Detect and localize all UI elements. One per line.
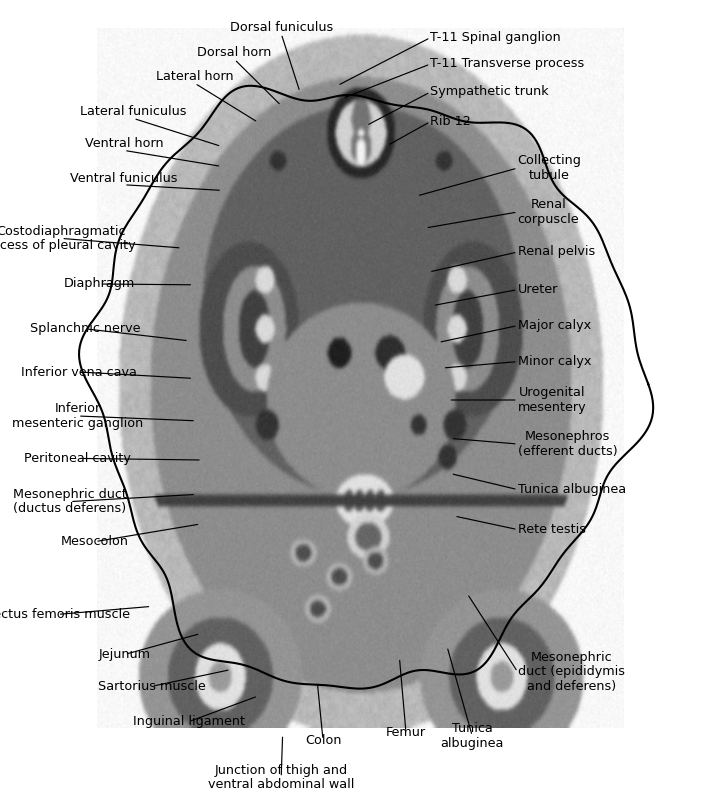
Text: T-11 Spinal ganglion: T-11 Spinal ganglion: [430, 31, 561, 44]
Text: Femur: Femur: [386, 726, 426, 738]
Text: Ventral funiculus: Ventral funiculus: [70, 172, 178, 185]
Text: Rib 12: Rib 12: [430, 115, 472, 128]
Text: Splanchnic nerve: Splanchnic nerve: [30, 322, 141, 335]
Text: Mesocolon: Mesocolon: [61, 535, 129, 548]
Text: Major calyx: Major calyx: [518, 319, 590, 332]
Text: Inferior vena cava: Inferior vena cava: [22, 366, 137, 378]
Text: Costodiaphragmatic
recess of pleural cavity: Costodiaphragmatic recess of pleural cav…: [0, 225, 136, 252]
Text: Diaphragm: Diaphragm: [64, 278, 135, 290]
Text: Collecting
tubule: Collecting tubule: [518, 154, 582, 182]
Text: Lateral funiculus: Lateral funiculus: [80, 106, 187, 118]
Text: Peritoneal cavity: Peritoneal cavity: [25, 452, 131, 465]
Text: Minor calyx: Minor calyx: [518, 355, 591, 368]
Text: Dorsal horn: Dorsal horn: [197, 46, 272, 59]
Text: Tunica albuginea: Tunica albuginea: [518, 483, 626, 496]
Text: Inferior
mesenteric ganglion: Inferior mesenteric ganglion: [12, 402, 143, 430]
Text: Mesonephros
(efferent ducts): Mesonephros (efferent ducts): [518, 430, 617, 458]
Text: Ureter: Ureter: [518, 283, 558, 296]
Text: Urogenital
mesentery: Urogenital mesentery: [518, 386, 586, 414]
Text: Rete testis: Rete testis: [518, 523, 585, 536]
Text: Tunica
albuginea: Tunica albuginea: [441, 722, 504, 750]
Text: Mesonephric duct
(ductus deferens): Mesonephric duct (ductus deferens): [13, 488, 127, 515]
Text: Sympathetic trunk: Sympathetic trunk: [430, 86, 549, 98]
Text: Renal pelvis: Renal pelvis: [518, 246, 595, 258]
Text: Renal
corpuscle: Renal corpuscle: [518, 198, 579, 226]
Text: Junction of thigh and
ventral abdominal wall: Junction of thigh and ventral abdominal …: [208, 764, 355, 791]
Text: T-11 Transverse process: T-11 Transverse process: [430, 58, 585, 70]
Text: Lateral horn: Lateral horn: [156, 70, 234, 83]
Text: Sartorius muscle: Sartorius muscle: [97, 680, 205, 693]
Text: Inguinal ligament: Inguinal ligament: [133, 715, 245, 728]
Text: Dorsal funiculus: Dorsal funiculus: [229, 21, 333, 34]
Text: Jejunum: Jejunum: [99, 648, 151, 661]
Text: Mesonephric
duct (epididymis
and deferens): Mesonephric duct (epididymis and deferen…: [518, 651, 624, 693]
Text: Ventral horn: Ventral horn: [84, 138, 164, 150]
Text: Colon: Colon: [305, 734, 341, 746]
Text: Rectus femoris muscle: Rectus femoris muscle: [0, 608, 131, 621]
